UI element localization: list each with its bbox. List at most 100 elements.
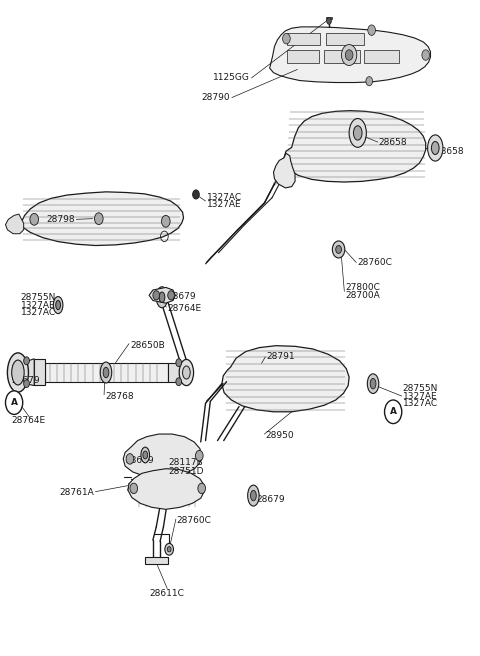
Text: 28679: 28679 — [11, 376, 40, 385]
Text: 1327AC: 1327AC — [21, 308, 56, 318]
Polygon shape — [19, 359, 34, 386]
Circle shape — [195, 451, 203, 461]
Circle shape — [24, 380, 29, 388]
Ellipse shape — [156, 287, 168, 308]
Text: 28755N: 28755N — [403, 384, 438, 393]
Text: 28760C: 28760C — [357, 258, 392, 267]
Ellipse shape — [367, 374, 379, 394]
Circle shape — [30, 213, 38, 225]
Text: 28658: 28658 — [435, 147, 464, 155]
Circle shape — [326, 18, 331, 24]
Ellipse shape — [370, 379, 376, 389]
Text: A: A — [390, 407, 396, 417]
Text: A: A — [11, 398, 18, 407]
Ellipse shape — [100, 362, 112, 383]
Ellipse shape — [432, 142, 439, 155]
Ellipse shape — [251, 490, 256, 501]
Polygon shape — [270, 27, 431, 83]
Polygon shape — [284, 111, 426, 182]
Ellipse shape — [182, 366, 190, 379]
Text: 1327AE: 1327AE — [21, 300, 56, 310]
Circle shape — [153, 291, 159, 300]
Circle shape — [198, 483, 205, 493]
Text: 28755N: 28755N — [20, 293, 56, 302]
Polygon shape — [123, 434, 202, 478]
Circle shape — [176, 378, 181, 386]
Text: 1327AC: 1327AC — [206, 193, 241, 201]
Polygon shape — [145, 557, 168, 564]
Circle shape — [167, 546, 171, 552]
Text: 28768: 28768 — [105, 392, 133, 401]
Ellipse shape — [53, 297, 63, 314]
Polygon shape — [128, 469, 204, 509]
Text: 28117B: 28117B — [168, 459, 203, 467]
Polygon shape — [34, 359, 45, 385]
Circle shape — [24, 357, 29, 365]
Text: 28798: 28798 — [46, 215, 75, 224]
Polygon shape — [5, 214, 24, 234]
Circle shape — [126, 454, 134, 464]
Text: 28700A: 28700A — [345, 291, 380, 300]
Circle shape — [176, 359, 181, 367]
Circle shape — [422, 50, 430, 60]
Text: 28761A: 28761A — [60, 489, 95, 497]
Text: 28751D: 28751D — [168, 467, 204, 476]
Circle shape — [336, 245, 341, 253]
Polygon shape — [168, 363, 180, 382]
Text: 28658: 28658 — [379, 138, 408, 146]
Circle shape — [283, 33, 290, 44]
Ellipse shape — [179, 359, 193, 386]
Circle shape — [95, 213, 103, 224]
Polygon shape — [324, 51, 360, 63]
Circle shape — [368, 25, 375, 35]
Polygon shape — [149, 287, 175, 303]
Circle shape — [192, 190, 199, 199]
Circle shape — [5, 391, 23, 415]
Text: 28950: 28950 — [265, 431, 294, 440]
Text: 1125GG: 1125GG — [213, 73, 250, 83]
Circle shape — [332, 241, 345, 258]
Text: 28791: 28791 — [266, 352, 295, 361]
Ellipse shape — [103, 367, 109, 378]
Text: 1327AC: 1327AC — [403, 400, 438, 409]
Text: 28764E: 28764E — [167, 304, 202, 313]
Ellipse shape — [7, 353, 28, 392]
Ellipse shape — [248, 485, 259, 506]
Ellipse shape — [141, 447, 150, 463]
Ellipse shape — [143, 451, 148, 459]
Circle shape — [341, 45, 357, 66]
Circle shape — [366, 77, 372, 86]
Ellipse shape — [428, 135, 443, 161]
Ellipse shape — [56, 300, 60, 310]
Polygon shape — [326, 33, 364, 45]
Polygon shape — [45, 363, 168, 382]
Ellipse shape — [12, 360, 24, 385]
Text: 28760C: 28760C — [177, 516, 212, 525]
Ellipse shape — [349, 119, 366, 148]
Text: 28611C: 28611C — [150, 589, 185, 598]
Polygon shape — [326, 17, 332, 19]
Text: 28679: 28679 — [167, 292, 196, 301]
Polygon shape — [274, 154, 295, 188]
Text: 28679: 28679 — [125, 456, 154, 464]
Polygon shape — [364, 51, 399, 63]
Polygon shape — [19, 192, 183, 245]
Ellipse shape — [159, 292, 165, 302]
Circle shape — [161, 215, 170, 227]
Polygon shape — [222, 346, 349, 412]
Text: 1327AE: 1327AE — [403, 392, 437, 401]
Text: 28764E: 28764E — [11, 417, 45, 426]
Circle shape — [165, 543, 173, 555]
Circle shape — [345, 50, 353, 60]
Text: 28650B: 28650B — [130, 340, 165, 350]
Text: 28790: 28790 — [202, 93, 230, 102]
Circle shape — [384, 400, 402, 424]
Ellipse shape — [353, 126, 362, 140]
Text: 1327AE: 1327AE — [206, 201, 241, 209]
Polygon shape — [287, 51, 319, 63]
Text: 27800C: 27800C — [345, 283, 380, 292]
Circle shape — [130, 483, 138, 493]
Polygon shape — [287, 33, 321, 45]
Text: 28679: 28679 — [257, 495, 286, 504]
Circle shape — [168, 291, 174, 300]
